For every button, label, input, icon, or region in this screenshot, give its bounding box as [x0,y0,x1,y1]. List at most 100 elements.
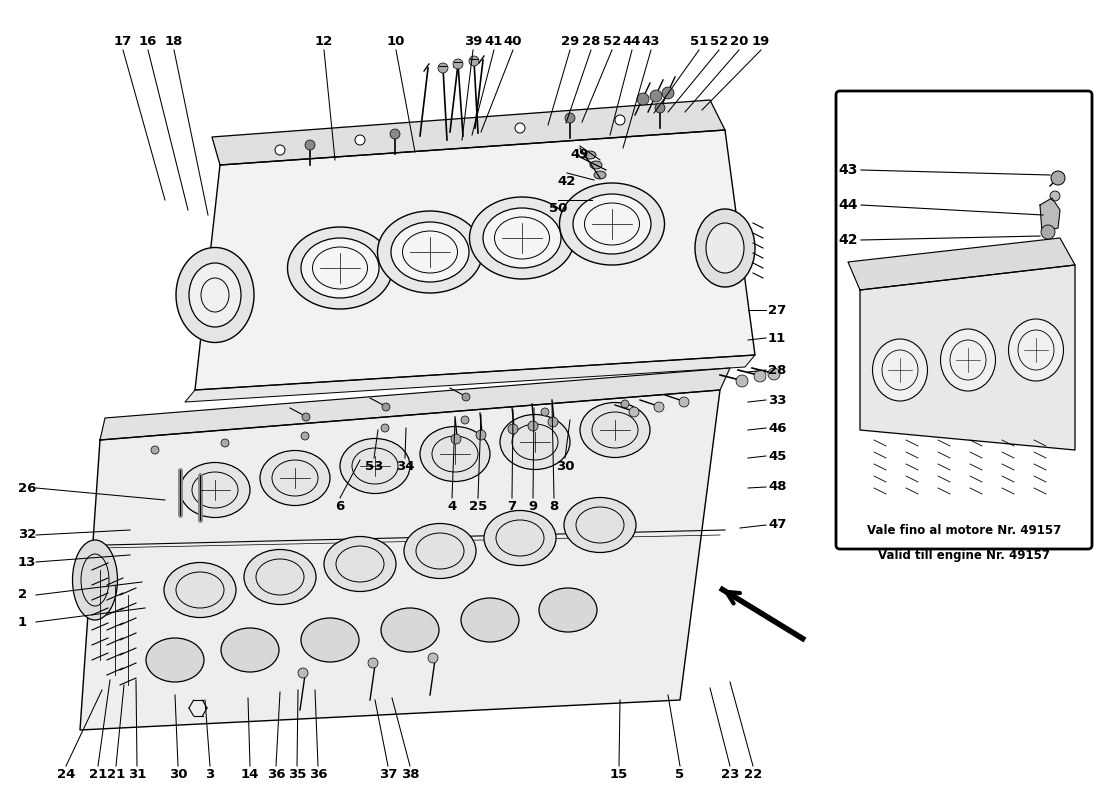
Text: 21: 21 [107,768,125,781]
Polygon shape [100,368,730,440]
Ellipse shape [176,247,254,342]
Ellipse shape [872,339,927,401]
Text: 24: 24 [57,768,75,781]
Text: 35: 35 [288,768,306,781]
Circle shape [382,403,390,411]
Text: Valid till engine Nr. 49157: Valid till engine Nr. 49157 [878,549,1050,562]
Ellipse shape [584,151,596,159]
Polygon shape [212,100,725,165]
Ellipse shape [180,462,250,518]
Circle shape [451,434,461,444]
Circle shape [528,421,538,431]
Text: 13: 13 [18,555,36,569]
Circle shape [654,402,664,412]
Circle shape [654,103,666,113]
Text: 51: 51 [690,35,708,48]
Text: 32: 32 [18,529,36,542]
Text: 11: 11 [768,331,786,345]
Text: 5: 5 [675,768,684,781]
Polygon shape [80,390,720,730]
Circle shape [302,413,310,421]
Text: 29: 29 [561,35,579,48]
Circle shape [301,432,309,440]
Circle shape [621,400,629,408]
Circle shape [469,56,478,66]
Text: 22: 22 [744,768,762,781]
Circle shape [650,90,662,102]
Text: 38: 38 [400,768,419,781]
Circle shape [508,424,518,434]
Polygon shape [185,355,755,402]
Ellipse shape [580,402,650,458]
Text: 31: 31 [128,768,146,781]
Text: Vale fino al motore Nr. 49157: Vale fino al motore Nr. 49157 [867,523,1062,537]
Circle shape [453,59,463,69]
Text: 21: 21 [89,768,107,781]
Text: 44: 44 [623,35,641,48]
Text: 33: 33 [768,394,786,406]
Circle shape [438,63,448,73]
Text: 37: 37 [378,768,397,781]
Ellipse shape [164,562,236,618]
Ellipse shape [189,263,241,327]
Circle shape [151,446,160,454]
Ellipse shape [377,211,483,293]
Text: 7: 7 [507,500,517,513]
Text: 44: 44 [838,198,858,212]
Ellipse shape [146,638,204,682]
Ellipse shape [340,438,410,494]
Ellipse shape [324,537,396,591]
Text: 30: 30 [556,460,574,473]
Text: 39: 39 [464,35,482,48]
Text: eurospares: eurospares [223,225,437,287]
Circle shape [355,135,365,145]
Ellipse shape [695,209,755,287]
Circle shape [768,368,780,380]
Polygon shape [860,265,1075,450]
Circle shape [390,129,400,139]
Circle shape [615,115,625,125]
Text: 20: 20 [729,35,748,48]
Ellipse shape [483,208,561,268]
Text: 17: 17 [114,35,132,48]
Text: 42: 42 [558,175,576,188]
FancyBboxPatch shape [836,91,1092,549]
Circle shape [221,439,229,447]
Text: 53: 53 [365,460,383,473]
Ellipse shape [260,450,330,506]
Text: 46: 46 [768,422,786,434]
Text: 9: 9 [528,500,538,513]
Circle shape [381,424,389,432]
Text: 25: 25 [469,500,487,513]
Ellipse shape [539,588,597,632]
Ellipse shape [560,183,664,265]
Text: 14: 14 [241,768,260,781]
Ellipse shape [390,222,469,282]
Text: 28: 28 [582,35,601,48]
Ellipse shape [420,426,490,482]
Circle shape [548,417,558,427]
Circle shape [662,87,674,99]
Ellipse shape [706,223,744,273]
Ellipse shape [1009,319,1064,381]
Ellipse shape [500,414,570,470]
Circle shape [754,370,766,382]
Text: 2: 2 [18,589,28,602]
Text: 52: 52 [710,35,728,48]
Circle shape [637,93,649,105]
Text: 16: 16 [139,35,157,48]
Ellipse shape [381,608,439,652]
Ellipse shape [221,628,279,672]
Circle shape [462,393,470,401]
Text: 3: 3 [206,768,214,781]
Circle shape [679,397,689,407]
Circle shape [305,140,315,150]
Text: 52: 52 [603,35,622,48]
Circle shape [565,113,575,123]
Circle shape [629,407,639,417]
Text: 36: 36 [309,768,328,781]
Text: 45: 45 [768,450,786,462]
Circle shape [298,668,308,678]
Ellipse shape [287,227,393,309]
Circle shape [736,375,748,387]
